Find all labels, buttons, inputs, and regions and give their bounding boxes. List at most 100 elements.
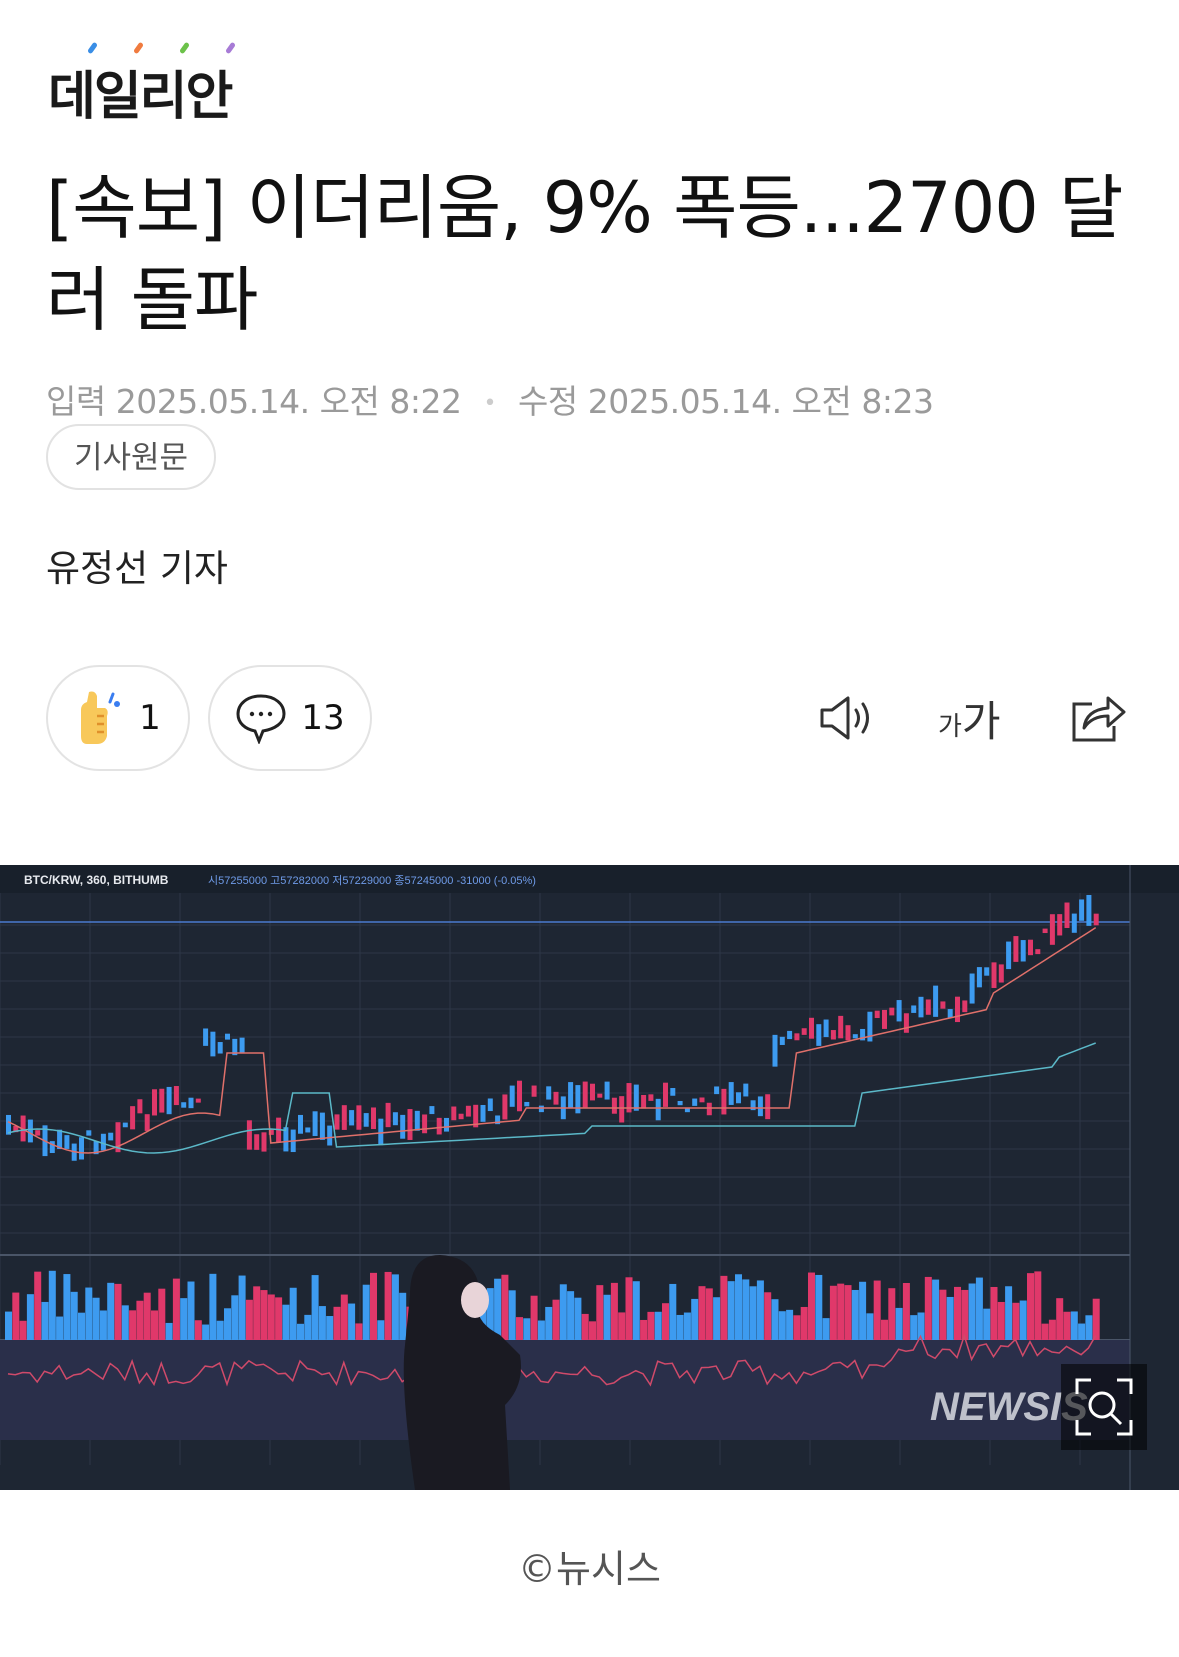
site-logo[interactable]: 데일리안 — [48, 38, 258, 127]
volume-bar — [121, 1305, 129, 1340]
article-title: [속보] 이더리움, 9% 폭등...2700 달러 돌파 — [46, 167, 1123, 341]
comment-button[interactable]: 13 — [208, 665, 372, 771]
font-size-button[interactable]: 가 가 — [938, 690, 1001, 746]
candle — [984, 967, 990, 976]
volume-bar — [778, 1311, 786, 1340]
candle — [604, 1081, 610, 1100]
volume-bar — [537, 1320, 545, 1340]
candle — [239, 1037, 245, 1054]
volume-bar — [873, 1280, 881, 1340]
volume-bar — [939, 1289, 947, 1340]
article-photo[interactable]: BTC/KRW, 360, BITHUMB 시57255000 고5728200… — [0, 865, 1179, 1490]
volume-bar — [85, 1287, 93, 1340]
candle — [546, 1086, 552, 1100]
original-article-button[interactable]: 기사원문 — [46, 424, 217, 490]
volume-bar — [399, 1292, 407, 1340]
candle — [538, 1105, 544, 1113]
volume-bar — [231, 1295, 239, 1340]
volume-bar — [662, 1303, 669, 1340]
input-label: 입력 — [46, 382, 106, 421]
candle — [6, 1114, 11, 1135]
volume-bar — [216, 1320, 224, 1340]
candle — [246, 1120, 252, 1150]
candle — [93, 1141, 99, 1155]
candle — [210, 1031, 216, 1057]
candle — [341, 1105, 347, 1130]
candle — [100, 1133, 106, 1151]
candle — [1079, 899, 1085, 921]
reaction-button[interactable]: 1 — [46, 665, 190, 771]
volume-bar — [333, 1306, 341, 1340]
candle — [225, 1033, 230, 1040]
tts-button[interactable] — [818, 690, 878, 746]
candle — [1020, 940, 1026, 962]
share-button[interactable] — [1070, 690, 1128, 746]
modified-time: 2025.05.14. 오전 8:23 — [587, 382, 934, 421]
candle — [509, 1085, 515, 1107]
volume-bar — [800, 1306, 808, 1340]
candle — [378, 1118, 384, 1146]
image-zoom-button[interactable] — [1061, 1364, 1147, 1450]
candle — [261, 1132, 267, 1152]
candle — [79, 1137, 84, 1160]
candle — [852, 1034, 858, 1039]
volume-bar — [698, 1286, 706, 1340]
volume-bar — [26, 1294, 34, 1340]
volume-bar — [683, 1312, 691, 1340]
volume-bar — [567, 1291, 575, 1340]
candle — [137, 1099, 143, 1114]
candle — [188, 1097, 194, 1109]
candle — [830, 1030, 836, 1040]
candle — [655, 1098, 661, 1121]
volume-bar — [1034, 1271, 1042, 1340]
input-time: 2025.05.14. 오전 8:22 — [115, 382, 462, 421]
candle — [677, 1100, 683, 1106]
candle — [407, 1109, 413, 1140]
candle — [962, 1000, 968, 1013]
volume-bar — [370, 1272, 377, 1340]
volume-bar — [1019, 1300, 1027, 1340]
candle — [801, 1028, 807, 1035]
logo-dot — [87, 41, 98, 55]
volume-bar — [1048, 1319, 1056, 1340]
candle — [787, 1030, 793, 1040]
volume-bar — [581, 1313, 589, 1340]
volume-bar — [888, 1288, 896, 1340]
candle — [1042, 928, 1048, 934]
candle — [641, 1094, 647, 1109]
candle — [327, 1125, 333, 1146]
volume-bar — [245, 1299, 253, 1340]
candle — [1086, 894, 1092, 926]
candle — [531, 1085, 537, 1097]
volume-bar — [808, 1272, 815, 1340]
volume-bar — [902, 1283, 910, 1340]
candle — [356, 1105, 362, 1130]
volume-bar — [618, 1312, 626, 1340]
candle — [743, 1083, 749, 1097]
volume-bar — [705, 1288, 713, 1340]
candle — [568, 1082, 574, 1108]
candle — [896, 1000, 902, 1022]
volume-bar — [589, 1321, 596, 1340]
candle — [480, 1104, 486, 1122]
volume-bar — [881, 1319, 888, 1340]
candle — [976, 967, 982, 988]
volume-bar — [756, 1280, 764, 1340]
volume-bar — [318, 1306, 326, 1340]
volume-bar — [362, 1284, 370, 1340]
candle — [312, 1111, 318, 1137]
candle — [400, 1114, 406, 1139]
candle — [684, 1107, 690, 1113]
reporter-name[interactable]: 유정선 기자 — [46, 547, 228, 590]
volume-bar — [559, 1284, 567, 1340]
candle — [517, 1080, 522, 1112]
volume-bar — [267, 1294, 275, 1340]
volume-bar — [202, 1324, 210, 1340]
volume-bar — [282, 1304, 290, 1340]
candle — [473, 1104, 479, 1128]
candle — [363, 1113, 369, 1127]
btc-chart-photo: BTC/KRW, 360, BITHUMB 시57255000 고5728200… — [0, 865, 1179, 1490]
volume-bar — [158, 1288, 166, 1340]
volume-bar — [749, 1286, 757, 1340]
candle — [487, 1098, 493, 1112]
